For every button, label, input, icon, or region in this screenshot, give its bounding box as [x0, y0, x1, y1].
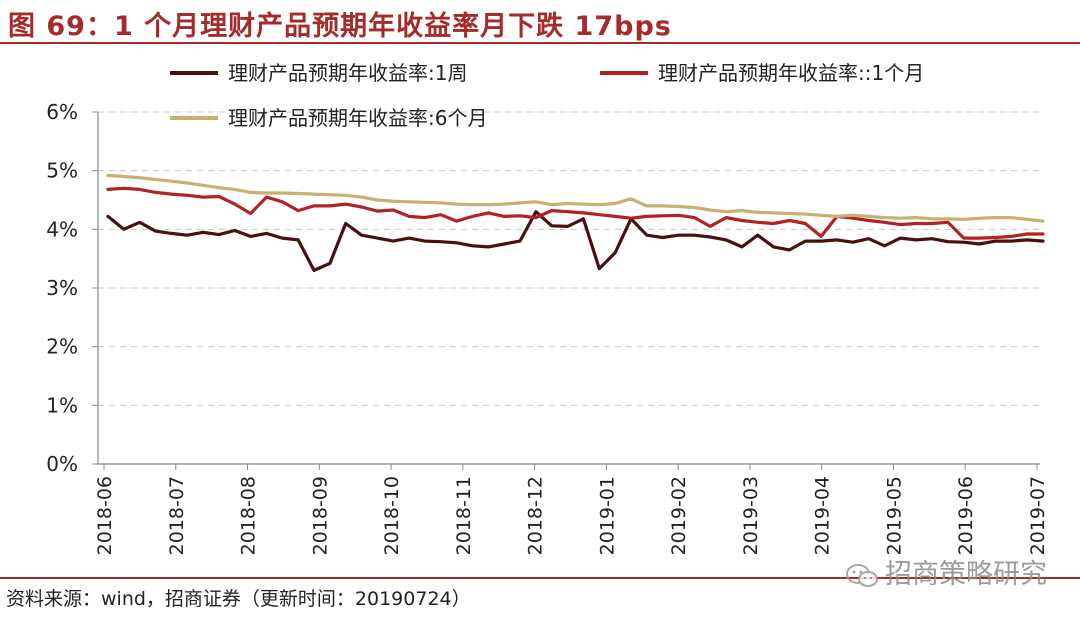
y-tick-label: 3%	[46, 276, 78, 300]
footer-divider	[0, 577, 1080, 579]
y-tick-label: 0%	[46, 452, 78, 476]
series-line-1	[106, 210, 1045, 272]
series-lines	[106, 173, 1045, 272]
legend-label: 理财产品预期年收益率::1个月	[658, 61, 924, 85]
chart-title: 图 69：1 个月理财产品预期年收益率月下跌 17bps	[8, 11, 672, 42]
axes	[92, 111, 1040, 470]
y-tick-label: 1%	[46, 393, 78, 417]
x-tick-label: 2019-01	[596, 476, 618, 555]
y-tick-label: 4%	[46, 217, 78, 241]
x-tick-label: 2019-02	[668, 476, 690, 555]
x-tick-label: 2018-12	[525, 476, 547, 555]
title-divider	[0, 42, 1080, 44]
x-tick-label: 2018-09	[309, 476, 331, 555]
watermark-text: 招商策略研究	[885, 559, 1047, 590]
x-tick-label: 2019-07	[1027, 476, 1049, 555]
y-tick-label: 2%	[46, 335, 78, 359]
x-tick-label: 2018-10	[381, 476, 403, 555]
y-tick-label: 6%	[46, 100, 78, 124]
y-tick-label: 5%	[46, 159, 78, 183]
line-chart: 0%1%2%3%4%5%6% 2018-06 2018-07 2018-08 2018…	[46, 61, 1049, 555]
legend-label: 理财产品预期年收益率:1周	[228, 61, 467, 85]
wechat-icon	[846, 563, 878, 587]
x-tick-label: 2018-11	[453, 476, 475, 555]
x-tick-label: 2019-04	[812, 476, 834, 555]
y-axis-tick-labels: 0% 1% 2% 3% 4% 5% 6%	[46, 100, 78, 476]
x-tick-label: 2019-06	[955, 476, 977, 555]
series-line-3	[106, 173, 1045, 223]
source-note: 资料来源：wind，招商证券（更新时间：20190724）	[6, 588, 471, 610]
legend-label: 理财产品预期年收益率:6个月	[228, 106, 487, 130]
grid-lines	[98, 111, 1040, 406]
x-tick-label: 2019-03	[740, 476, 762, 555]
series-line-2	[106, 186, 1045, 240]
x-tick-label: 2018-07	[166, 476, 188, 555]
x-tick-label: 2018-08	[238, 476, 260, 555]
watermark: 招商策略研究	[845, 552, 1047, 591]
x-tick-label: 2018-06	[94, 476, 116, 555]
x-axis-tick-labels: 2018-06 2018-07 2018-08 2018-09 2018-10 2018-…	[94, 476, 1049, 555]
x-tick-label: 2019-05	[883, 476, 905, 555]
legend: 理财产品预期年收益率:1周 理财产品预期年收益率::1个月理财产品预期年收益率:6…	[170, 61, 924, 130]
